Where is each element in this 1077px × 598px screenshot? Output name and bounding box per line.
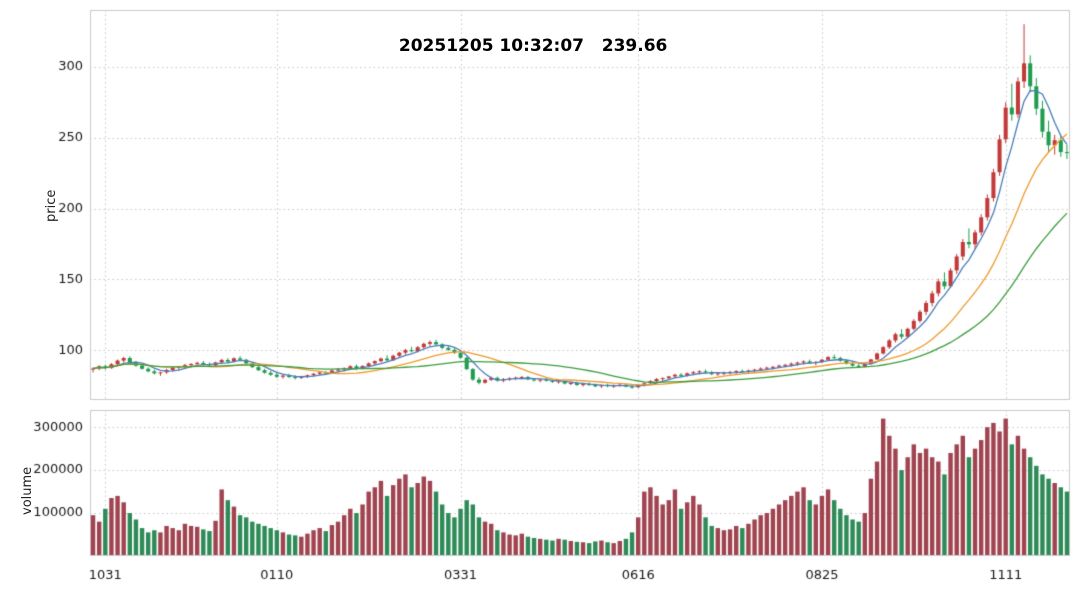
price-axis-label: price bbox=[44, 189, 59, 222]
volume-axis-label: volume bbox=[20, 466, 35, 515]
chart-title: 20251205 10:32:07 239.66 bbox=[398, 36, 668, 56]
